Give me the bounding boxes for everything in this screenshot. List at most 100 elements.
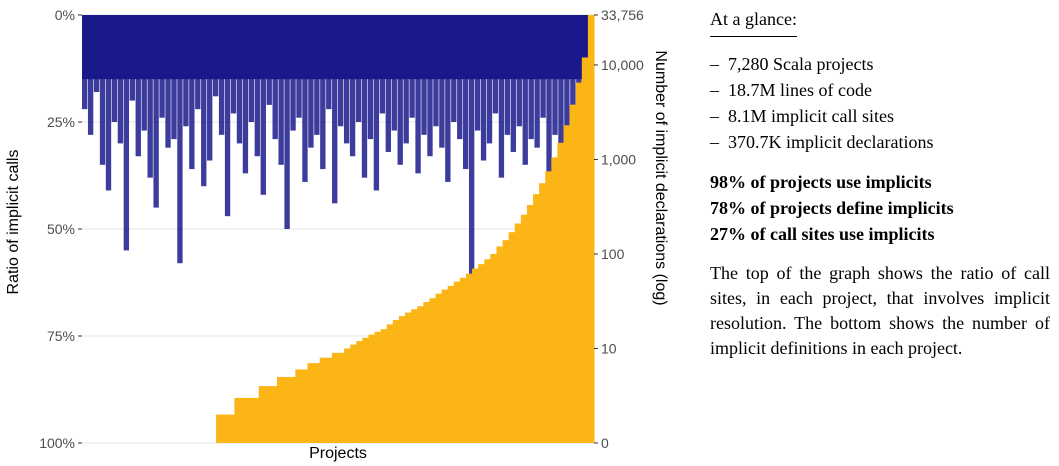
ratio-bar: [528, 15, 534, 140]
ratio-bar: [379, 15, 386, 114]
ratio-bar: [82, 15, 88, 110]
declarations-bar: [587, 15, 595, 443]
ratio-bar: [254, 15, 261, 157]
summary-panel: At a glance: –7,280 Scala projects –18.7M…: [710, 6, 1050, 361]
ratio-bar: [403, 15, 409, 144]
ratio-bar: [153, 15, 159, 208]
ratio-bar: [165, 15, 171, 148]
left-tick-label: 100%: [39, 435, 75, 451]
declarations-bar: [338, 352, 345, 443]
highlight-line: 98% of projects use implicits: [710, 172, 932, 192]
right-axis: 0 10 100 1,000 10,000 33,756: [594, 7, 644, 451]
declarations-bar: [228, 414, 235, 443]
declarations-bar: [405, 312, 412, 443]
declarations-bar: [252, 397, 260, 443]
ratio-bar: [111, 15, 118, 122]
ratio-bar: [87, 15, 94, 135]
bullet-dash: –: [710, 106, 719, 126]
stat-text: 370.7K implicit declarations: [728, 132, 934, 152]
declarations-bar: [344, 348, 351, 443]
stat-item: –370.7K implicit declarations: [710, 129, 1050, 155]
declarations-series: [216, 15, 595, 444]
declarations-bar: [539, 183, 546, 444]
ratio-bar: [415, 15, 421, 174]
ratio-bar: [201, 15, 207, 187]
declarations-bar: [307, 363, 315, 443]
declarations-bar: [319, 357, 327, 443]
declarations-bar: [459, 277, 467, 443]
ratio-bar: [189, 15, 195, 170]
ratio-bar: [397, 15, 403, 165]
declarations-bar: [508, 232, 516, 443]
declarations-bar: [514, 223, 522, 443]
declarations-bar: [258, 386, 266, 443]
ratio-bar: [141, 15, 147, 131]
declarations-bar: [435, 293, 443, 443]
ratio-bar: [260, 15, 266, 195]
ratio-bar: [135, 15, 141, 157]
ratio-bar: [510, 15, 517, 152]
ratio-bar: [445, 15, 451, 182]
ratio-bar: [373, 15, 380, 191]
declarations-bar: [478, 264, 485, 443]
ratio-bar: [147, 15, 153, 178]
call-ratio-series: [82, 15, 594, 281]
ratio-bar: [99, 15, 106, 165]
declarations-bar: [563, 125, 571, 444]
declarations-bar: [490, 253, 497, 443]
ratio-bar: [534, 15, 540, 148]
ratio-bar: [332, 15, 338, 204]
declarations-bar: [466, 273, 473, 443]
ratio-bar: [195, 15, 201, 110]
declarations-bar: [368, 334, 376, 443]
declarations-bar: [411, 309, 418, 443]
ratio-bar: [183, 15, 189, 127]
ratio-bar: [218, 15, 225, 135]
ratio-bar: [421, 15, 427, 135]
ratio-bar: [248, 15, 255, 122]
ratio-bar: [492, 15, 499, 114]
bullet-dash: –: [710, 54, 719, 74]
ratio-bar: [409, 15, 415, 118]
declarations-bar: [246, 397, 254, 443]
ratio-bar: [463, 15, 469, 170]
ratio-bar: [468, 15, 475, 281]
ratio-bar: [212, 15, 219, 97]
declarations-bar: [362, 337, 369, 443]
declarations-bar: [545, 171, 552, 444]
declarations-bar: [569, 104, 577, 444]
bullet-dash: –: [710, 80, 719, 100]
bullet-dash: –: [710, 132, 719, 152]
ratio-bar: [105, 15, 112, 191]
ratio-bar: [117, 15, 124, 144]
declarations-bar: [277, 376, 284, 443]
declarations-bar: [453, 281, 461, 443]
ratio-bar: [457, 15, 463, 140]
declarations-bar: [417, 306, 424, 443]
ratio-bar: [314, 15, 320, 135]
declarations-bar: [301, 369, 309, 443]
x-axis-title: Projects: [309, 445, 367, 462]
stat-item: –8.1M implicit call sites: [710, 103, 1050, 129]
left-tick-label: 25%: [47, 114, 75, 130]
declarations-bar: [398, 316, 406, 443]
ratio-bar: [558, 15, 564, 157]
ratio-bar: [504, 15, 511, 135]
ratio-bar: [129, 15, 135, 101]
declarations-bar: [331, 352, 339, 443]
ratio-bar: [564, 15, 570, 131]
ratio-bar: [480, 15, 487, 161]
ratio-bar: [546, 15, 552, 174]
left-axis: 0% 25% 50% 75% 100%: [39, 7, 82, 451]
ratio-bar: [159, 15, 165, 118]
ratio-bar: [552, 15, 558, 135]
declarations-bar: [216, 414, 223, 443]
declarations-bar: [447, 285, 455, 443]
stat-text: 18.7M lines of code: [728, 80, 872, 100]
right-tick-label: 10,000: [601, 57, 644, 73]
ratio-bar: [427, 15, 433, 157]
ratio-bar: [278, 15, 284, 165]
declarations-bar: [289, 376, 296, 443]
right-tick-label: 1,000: [601, 151, 636, 167]
ratio-bar: [296, 15, 302, 118]
